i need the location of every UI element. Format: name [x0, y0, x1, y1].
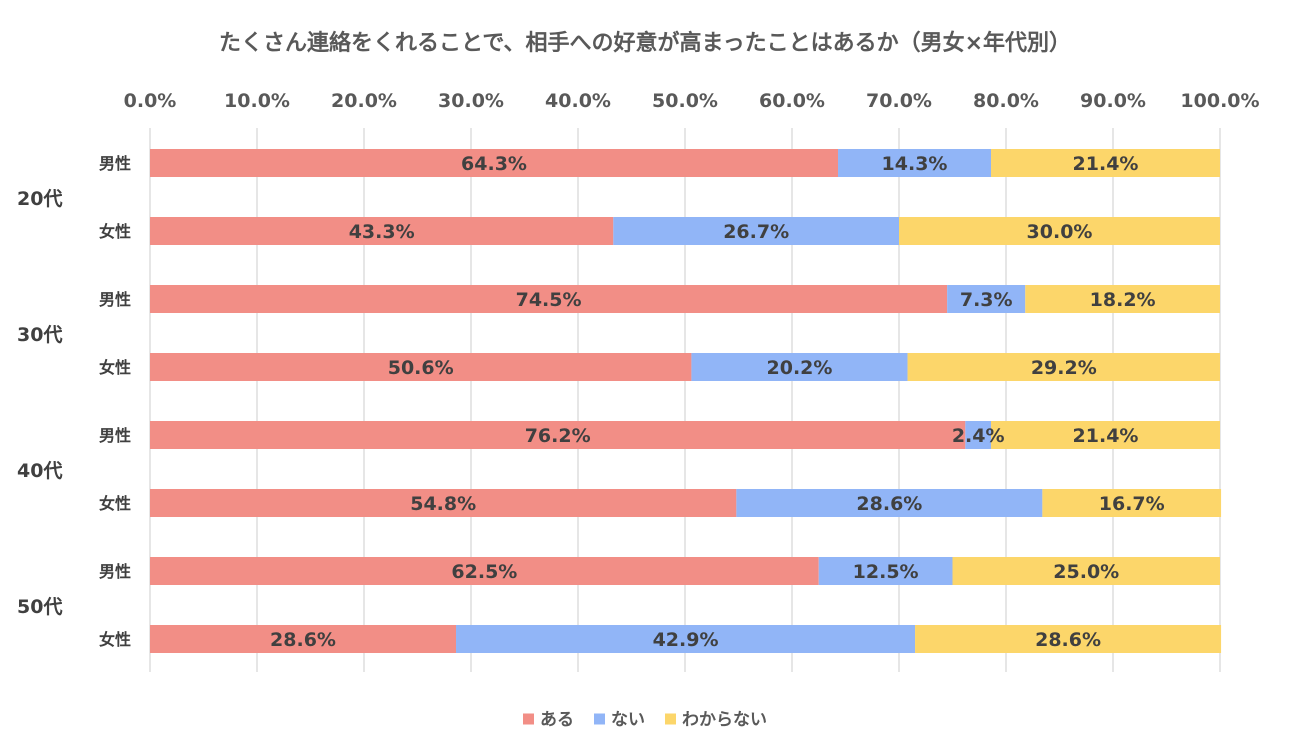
row-label: 女性 [99, 358, 131, 377]
row-label: 女性 [99, 630, 131, 649]
legend-label: ある [540, 710, 574, 730]
bar-segment [991, 149, 1220, 177]
bar-segment [915, 625, 1222, 653]
x-tick-label: 70.0% [866, 90, 932, 112]
gridlines [149, 128, 1221, 672]
bar-segment [150, 353, 692, 381]
bar-segment [952, 557, 1220, 585]
data-label: 21.4% [1073, 153, 1139, 175]
group-label: 40代 [17, 460, 62, 482]
x-tick-label: 80.0% [973, 90, 1039, 112]
data-label: 2.4% [952, 425, 1005, 447]
bar-segment [947, 285, 1026, 313]
bar-segment [150, 149, 839, 177]
x-tick-label: 0.0% [124, 90, 177, 112]
bar-segment [150, 489, 737, 517]
x-tick-label: 90.0% [1080, 90, 1146, 112]
row-label: 男性 [99, 426, 131, 445]
data-label: 20.2% [767, 357, 833, 379]
bar-segment [150, 557, 819, 585]
data-label: 62.5% [451, 561, 517, 583]
data-label: 18.2% [1090, 289, 1156, 311]
bar-segment [965, 421, 992, 449]
data-label: 64.3% [461, 153, 527, 175]
legend-swatch [594, 713, 605, 725]
data-labels: 64.3% 14.3% 21.4% 43.3% 26.7% 30.0% 74.5% 7.3% 1… [270, 153, 1165, 651]
bar-segment [150, 285, 948, 313]
group-label: 50代 [17, 596, 62, 618]
x-tick-label: 50.0% [652, 90, 718, 112]
data-label: 42.9% [653, 629, 719, 651]
group-label: 30代 [17, 324, 62, 346]
legend-swatch [523, 713, 534, 725]
bar-segment [736, 489, 1043, 517]
bar-segment [991, 421, 1220, 449]
row-label: 男性 [99, 154, 131, 173]
row-label: 女性 [99, 222, 131, 241]
bar-segment [150, 217, 614, 245]
bar-segment [838, 149, 992, 177]
bar-segment [691, 353, 908, 381]
x-axis-ticks: 0.0% 10.0% 20.0% 30.0% 40.0% 50.0% 60.0% 70.0% 8… [124, 90, 1260, 112]
x-tick-label: 30.0% [438, 90, 504, 112]
data-label: 50.6% [388, 357, 454, 379]
data-label: 28.6% [270, 629, 336, 651]
bar-segment [899, 217, 1220, 245]
data-label: 43.3% [349, 221, 415, 243]
data-label: 12.5% [853, 561, 919, 583]
bar-segment [613, 217, 899, 245]
x-tick-label: 60.0% [759, 90, 825, 112]
bar-segment [150, 421, 966, 449]
data-label: 54.8% [410, 493, 476, 515]
row-label: 女性 [99, 494, 131, 513]
data-label: 30.0% [1027, 221, 1093, 243]
x-tick-label: 10.0% [224, 90, 290, 112]
data-label: 16.7% [1099, 493, 1165, 515]
legend-label: ない [611, 710, 645, 730]
chart-title: たくさん連絡をくれることで、相手への好意が高まったことはあるか（男女×年代別） [219, 30, 1071, 56]
data-label: 28.6% [1035, 629, 1101, 651]
x-tick-label: 100.0% [1180, 90, 1259, 112]
group-label: 20代 [17, 188, 62, 210]
legend: ある ない わからない [523, 710, 767, 730]
x-tick-label: 40.0% [545, 90, 611, 112]
legend-swatch [665, 713, 676, 725]
data-label: 7.3% [960, 289, 1013, 311]
data-label: 26.7% [723, 221, 789, 243]
x-tick-label: 20.0% [331, 90, 397, 112]
bar-segment [907, 353, 1220, 381]
data-label: 76.2% [525, 425, 591, 447]
data-label: 14.3% [882, 153, 948, 175]
row-label: 男性 [99, 562, 131, 581]
bars [150, 149, 1222, 653]
row-label: 男性 [99, 290, 131, 309]
legend-label: わからない [682, 710, 767, 730]
bar-segment [150, 625, 457, 653]
data-label: 21.4% [1073, 425, 1139, 447]
bar-segment [1025, 285, 1220, 313]
data-label: 28.6% [856, 493, 922, 515]
bar-segment [818, 557, 953, 585]
bar-segment [456, 625, 916, 653]
bar-segment [1042, 489, 1222, 517]
data-label: 25.0% [1053, 561, 1119, 583]
data-label: 74.5% [516, 289, 582, 311]
data-label: 29.2% [1031, 357, 1097, 379]
